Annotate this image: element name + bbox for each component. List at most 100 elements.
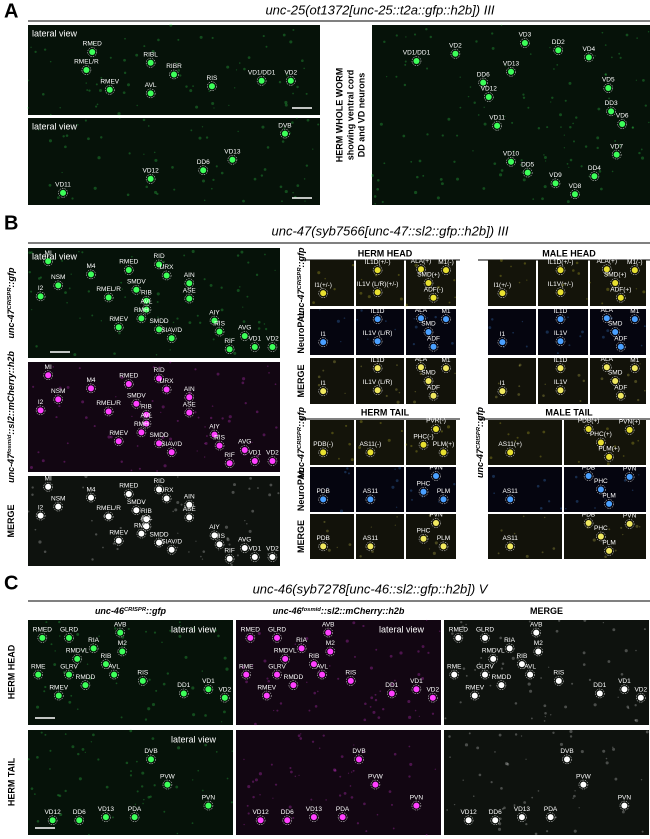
speckle — [245, 680, 248, 684]
speckle — [500, 787, 503, 790]
cell-outline — [604, 499, 614, 509]
cell — [55, 396, 62, 403]
speckle — [546, 126, 549, 129]
cell-label: SIAV/D — [161, 327, 182, 334]
cell — [115, 324, 122, 331]
speckle — [246, 523, 248, 525]
cell-label: AVB — [530, 621, 543, 628]
speckle — [143, 153, 145, 155]
view-label: lateral view — [171, 734, 217, 744]
cell-outline — [602, 362, 612, 372]
speckle — [555, 629, 559, 633]
cell-label: VD12 — [460, 809, 477, 816]
speckle — [359, 420, 363, 424]
cell — [617, 343, 624, 350]
cell-label: GLRV — [60, 663, 78, 670]
cell-label: RMDD — [284, 674, 304, 681]
cell-label: PHC — [594, 478, 608, 485]
speckle — [247, 261, 250, 264]
cell — [282, 655, 289, 662]
speckle — [606, 427, 609, 431]
speckle — [498, 733, 502, 737]
cell — [507, 496, 514, 503]
speckle — [194, 411, 197, 414]
speckle — [514, 733, 518, 736]
speckle — [575, 261, 579, 265]
cell — [105, 513, 112, 520]
speckle — [622, 455, 625, 457]
cell-label: M1 — [630, 308, 639, 315]
speckle — [291, 121, 294, 124]
cell-outline — [470, 690, 480, 701]
speckle — [614, 139, 617, 142]
speckle — [125, 761, 129, 765]
speckle — [81, 400, 85, 404]
speckle — [163, 464, 167, 468]
speckle — [238, 62, 241, 64]
cell-label: I1 — [320, 331, 326, 338]
cell — [274, 671, 280, 678]
cell-label: PVN — [202, 794, 216, 801]
speckle — [627, 707, 630, 710]
cell-outline — [416, 362, 426, 372]
image — [488, 514, 562, 559]
cell-label: RIA — [88, 637, 100, 644]
speckle — [314, 705, 318, 708]
label-part: MERGE — [6, 504, 16, 537]
speckle — [251, 509, 255, 513]
cell — [555, 677, 562, 684]
cell-outline — [136, 313, 147, 324]
speckle — [483, 122, 487, 126]
speckle — [194, 629, 196, 631]
speckle — [369, 705, 372, 708]
speckle — [142, 802, 144, 805]
speckle — [86, 89, 89, 91]
speckle — [572, 140, 576, 143]
cell-outline — [138, 676, 148, 686]
speckle — [579, 335, 582, 338]
cell-label: RMEV — [109, 316, 128, 323]
speckle — [596, 146, 599, 150]
speckle — [608, 528, 611, 531]
cell-label: VD13 — [98, 806, 115, 813]
speckle — [105, 785, 109, 789]
cell — [606, 500, 613, 507]
cell — [420, 488, 427, 495]
speckle — [399, 651, 403, 655]
speckle — [582, 651, 586, 655]
cell-label: ASE — [183, 506, 197, 513]
cell-label: RMEV — [257, 684, 276, 691]
speckle — [286, 74, 288, 77]
speckle — [494, 395, 498, 399]
cell-label: PLM — [437, 488, 450, 495]
speckle — [184, 655, 188, 659]
speckle — [172, 510, 174, 513]
cell — [612, 378, 619, 384]
panel-title: unc-47(syb7566[unc-47::sl2::gfp::h2b]) I… — [271, 223, 508, 238]
cell-outline — [214, 539, 225, 550]
speckle — [39, 276, 43, 279]
cell-label: RIA — [504, 637, 516, 644]
cell-label: RMED — [119, 259, 138, 266]
speckle — [298, 774, 300, 776]
cell-outline — [603, 83, 614, 93]
speckle — [374, 698, 378, 702]
speckle — [374, 202, 377, 205]
speckle — [582, 379, 586, 383]
speckle — [516, 436, 519, 439]
speckle — [514, 439, 517, 442]
speckle — [306, 118, 310, 122]
speckle — [348, 442, 351, 446]
cell — [89, 49, 96, 55]
cell-label: PHC — [417, 527, 431, 534]
speckle — [541, 197, 544, 201]
speckle — [251, 780, 255, 783]
cell-label: SIAV/D — [161, 539, 182, 546]
speckle — [121, 288, 123, 290]
speckle — [596, 136, 600, 140]
speckle — [82, 649, 85, 652]
speckle — [606, 329, 610, 333]
cell-label: ALA — [415, 307, 428, 314]
speckle — [413, 33, 417, 36]
cell — [247, 634, 254, 641]
